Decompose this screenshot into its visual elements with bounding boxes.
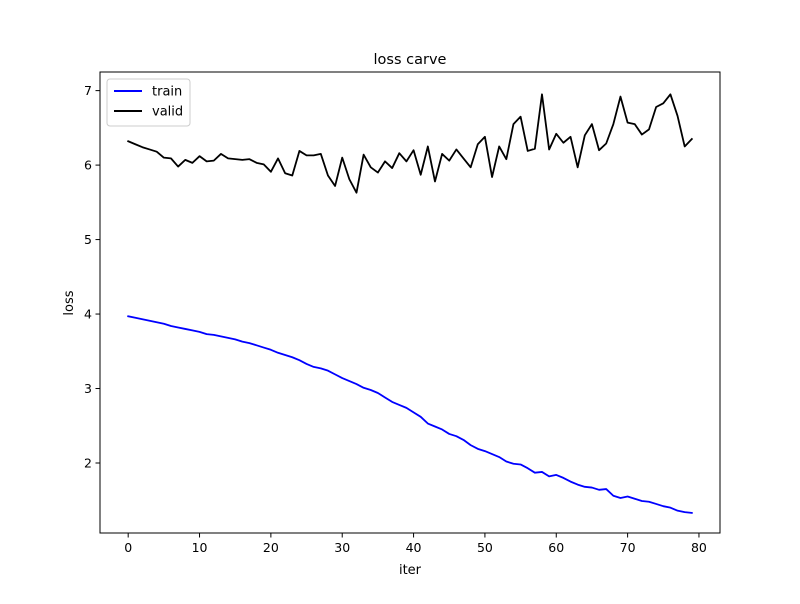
series-line-train — [127, 315, 693, 514]
y-tick-label: 7 — [84, 83, 92, 98]
y-tick-label: 3 — [84, 381, 92, 396]
x-tick-label: 60 — [548, 540, 564, 555]
plot-area-frame — [99, 71, 721, 534]
x-axis-ticks: 0 10 20 30 40 50 60 70 80 — [124, 533, 707, 555]
y-axis-ticks: 2 3 4 5 6 7 — [84, 83, 100, 470]
x-tick-label: 70 — [620, 540, 636, 555]
series-line-valid — [127, 93, 694, 194]
chart-title: loss carve — [374, 52, 447, 68]
x-axis-label: iter — [399, 563, 422, 578]
x-tick-label: 10 — [192, 540, 208, 555]
legend: train valid — [106, 78, 191, 127]
legend-label-valid: valid — [152, 105, 183, 120]
y-tick-label: 4 — [84, 307, 92, 322]
x-tick-label: 80 — [691, 540, 707, 555]
x-tick-label: 30 — [334, 540, 350, 555]
x-tick-label: 0 — [124, 540, 132, 555]
y-tick-label: 5 — [84, 232, 92, 247]
x-tick-label: 20 — [263, 540, 279, 555]
legend-label-train: train — [152, 85, 182, 100]
series-lines — [127, 93, 694, 514]
x-tick-label: 40 — [406, 540, 422, 555]
x-tick-label: 50 — [477, 540, 493, 555]
y-tick-label: 6 — [84, 158, 92, 173]
y-tick-label: 2 — [84, 455, 92, 470]
y-axis-label: loss — [62, 290, 77, 315]
